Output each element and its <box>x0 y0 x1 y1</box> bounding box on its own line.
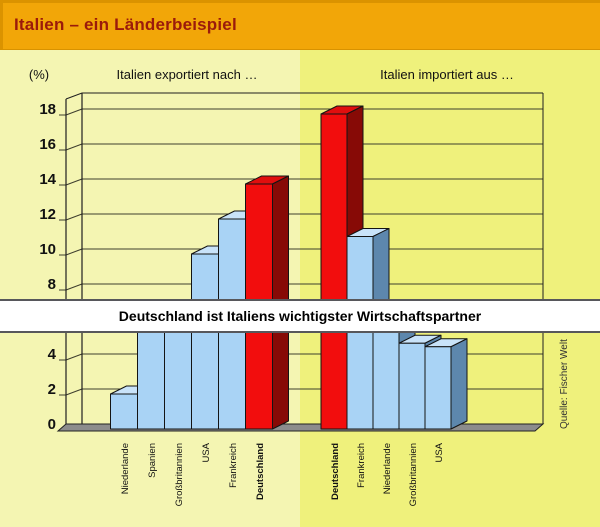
page-title: Italien – ein Länderbeispiel <box>14 14 237 34</box>
export-panel-background <box>0 50 300 527</box>
headline-banner-text: Deutschland ist Italiens wichtigster Wir… <box>118 308 482 324</box>
import-panel-background <box>300 50 600 527</box>
headline-banner: Deutschland ist Italiens wichtigster Wir… <box>0 299 600 333</box>
import-group-title: Italien importiert aus … <box>380 67 514 82</box>
export-group-title: Italien exportiert nach … <box>116 67 258 82</box>
header-bar: Italien – ein Länderbeispiel <box>0 0 600 50</box>
source-note: Quelle: Fischer Welt <box>559 339 570 429</box>
y-axis-unit-label: (%) <box>28 67 50 82</box>
